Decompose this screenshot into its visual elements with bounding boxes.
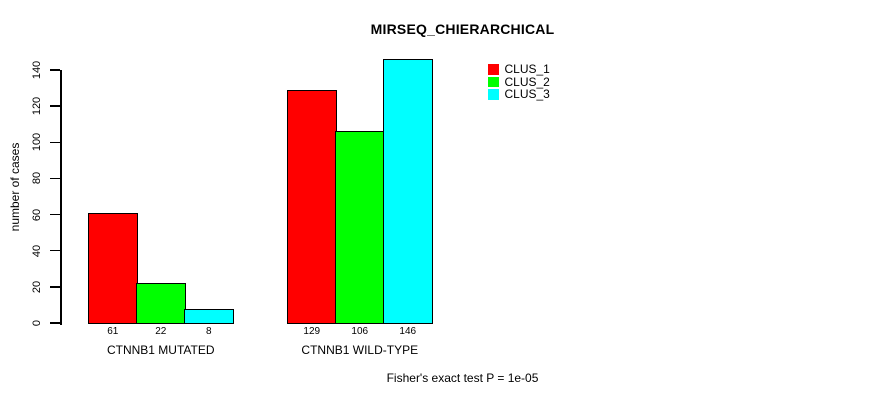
legend-label: CLUS_1 [504,62,550,77]
bar-clus_1-2 [287,89,337,325]
x-category-label: CTNNB1 WILD-TYPE [301,343,419,357]
y-tick-mark [50,105,60,107]
y-tick-label: 120 [31,96,43,116]
legend-item-clus_2: CLUS_2 [488,74,550,89]
bar-value-label: 61 [107,326,119,337]
legend-item-clus_3: CLUS_3 [488,87,550,102]
chart-title: MIRSEQ_CHIERARCHICAL [370,21,555,37]
y-tick-mark [50,286,60,288]
y-tick-label: 40 [31,244,43,257]
y-tick-label: 60 [31,208,43,221]
bar-value-label: 22 [155,326,167,337]
legend-label: CLUS_2 [504,74,550,89]
legend-swatch-icon [488,64,499,75]
y-tick-label: 0 [31,319,43,327]
y-tick-label: 100 [31,133,43,152]
y-tick-mark [50,249,60,252]
legend-swatch-icon [488,76,499,87]
bar-clus_3-1 [184,308,234,325]
y-tick-label: 140 [31,60,43,80]
bar-clus_2-2 [335,131,385,325]
footer-annotation: Fisher's exact test P = 1e-05 [386,371,539,385]
bar-clus_1-1 [88,212,138,325]
y-axis-line [60,70,62,325]
legend: CLUS_1 CLUS_2 CLUS_3 [488,62,550,102]
bar-value-label: 8 [205,326,212,337]
y-tick-mark [50,141,60,144]
y-tick-mark [50,69,60,71]
y-tick-mark [50,177,60,180]
legend-label: CLUS_3 [504,87,550,102]
legend-swatch-icon [488,89,499,100]
y-tick-mark [50,322,60,324]
y-tick-label: 20 [31,280,43,293]
bar-value-label: 129 [303,326,321,337]
y-tick-mark [50,213,60,216]
y-axis-label: number of cases [8,142,22,232]
bar-clus_2-1 [136,283,186,325]
y-tick-label: 80 [31,172,43,185]
bar-value-label: 106 [351,326,369,337]
x-category-label: CTNNB1 MUTATED [106,343,215,357]
bar-value-label: 146 [399,326,417,337]
legend-item-clus_1: CLUS_1 [488,62,550,77]
bar-clus_3-2 [383,59,433,325]
